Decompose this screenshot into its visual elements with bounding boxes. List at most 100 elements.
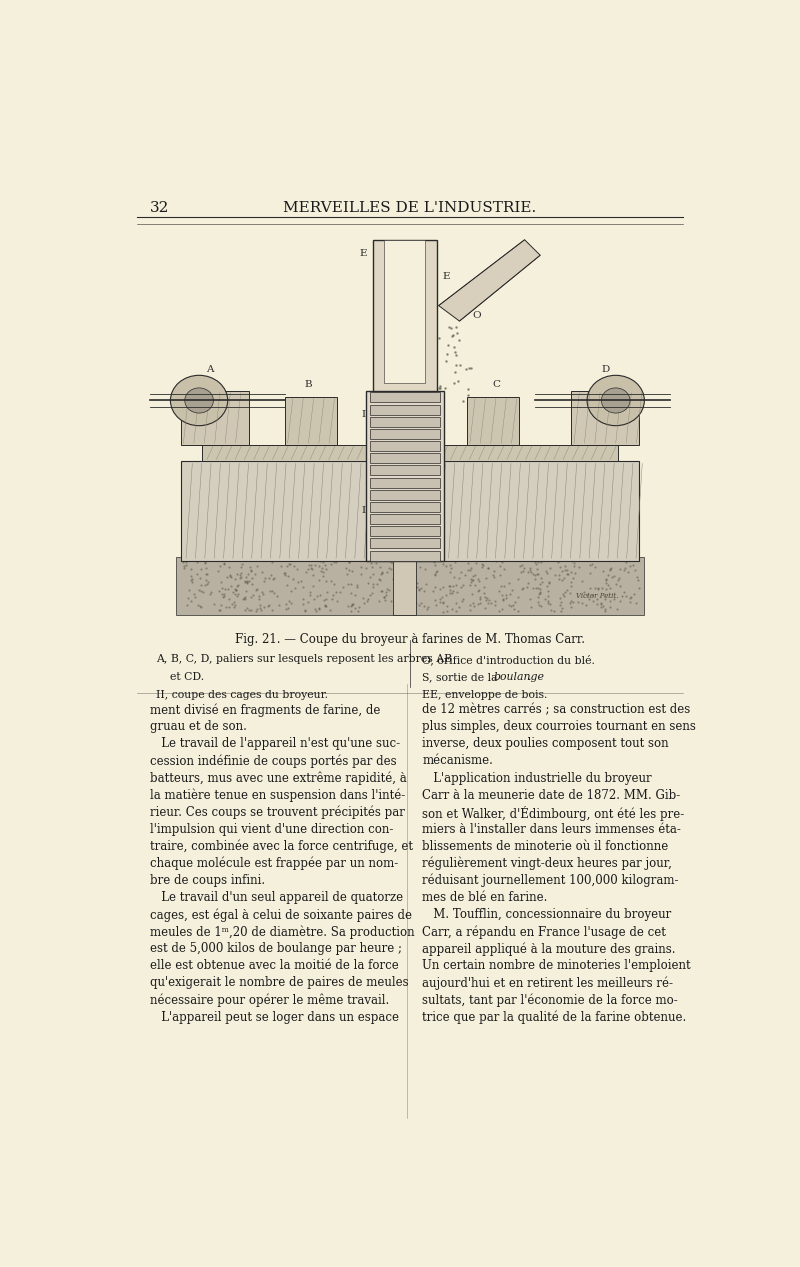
Point <box>382 579 395 599</box>
Point <box>628 560 641 580</box>
Point <box>495 552 508 573</box>
Text: appareil appliqué à la mouture des grains.: appareil appliqué à la mouture des grain… <box>422 943 676 955</box>
Point <box>434 592 446 612</box>
Point <box>564 561 577 582</box>
Point <box>552 565 565 585</box>
Point <box>184 592 197 612</box>
Point <box>518 559 530 579</box>
Point <box>398 571 411 592</box>
Point <box>448 342 461 362</box>
Point <box>541 563 554 583</box>
Point <box>585 585 598 606</box>
Point <box>474 589 486 609</box>
Point <box>319 571 332 592</box>
Point <box>313 556 326 576</box>
Point <box>610 599 623 620</box>
Point <box>462 554 474 574</box>
Point <box>610 574 622 594</box>
Point <box>319 588 332 608</box>
Point <box>434 579 446 599</box>
Point <box>213 599 226 620</box>
Point <box>222 579 234 599</box>
Point <box>267 568 280 588</box>
Point <box>218 579 231 599</box>
Point <box>457 575 470 595</box>
Text: Fig. 21. — Coupe du broyeur à farines de M. Thomas Carr.: Fig. 21. — Coupe du broyeur à farines de… <box>235 634 585 646</box>
FancyBboxPatch shape <box>373 239 437 390</box>
Point <box>542 582 554 602</box>
Point <box>390 352 403 372</box>
Text: Victor Petit.: Victor Petit. <box>576 592 618 601</box>
Point <box>267 583 280 603</box>
Text: cages, est égal à celui de soixante paires de: cages, est égal à celui de soixante pair… <box>150 908 412 921</box>
Point <box>396 588 409 608</box>
Point <box>254 594 266 614</box>
Point <box>278 563 291 583</box>
Point <box>227 592 240 612</box>
Point <box>406 324 419 345</box>
Point <box>385 559 398 579</box>
Point <box>449 552 462 573</box>
Point <box>225 594 238 614</box>
Point <box>522 573 535 593</box>
FancyBboxPatch shape <box>370 490 440 499</box>
Point <box>398 390 410 411</box>
Text: sultats, tant par l'économie de la force mo-: sultats, tant par l'économie de la force… <box>422 993 678 1007</box>
Point <box>352 602 365 622</box>
Point <box>586 554 598 574</box>
Point <box>556 570 569 590</box>
Point <box>223 589 236 609</box>
Point <box>517 561 530 582</box>
Point <box>378 359 391 379</box>
Point <box>240 571 253 592</box>
Point <box>361 592 374 612</box>
Point <box>553 569 566 589</box>
Text: cession indéfinie de coups portés par des: cession indéfinie de coups portés par de… <box>150 754 396 768</box>
Point <box>530 554 542 574</box>
Point <box>241 570 254 590</box>
Point <box>604 557 617 578</box>
Point <box>320 559 333 579</box>
Point <box>348 598 361 618</box>
Point <box>235 563 248 583</box>
Point <box>449 601 462 621</box>
Point <box>388 318 401 338</box>
Point <box>462 560 474 580</box>
Point <box>255 561 268 582</box>
Text: .: . <box>528 672 531 682</box>
Text: chaque molécule est frappée par un nom-: chaque molécule est frappée par un nom- <box>150 856 398 870</box>
Point <box>542 593 554 613</box>
Point <box>540 561 553 582</box>
Point <box>479 589 492 609</box>
FancyBboxPatch shape <box>370 417 440 427</box>
Point <box>377 331 390 351</box>
Point <box>278 565 291 585</box>
Point <box>390 599 402 620</box>
Point <box>561 560 574 580</box>
Point <box>392 563 405 583</box>
Point <box>201 564 214 584</box>
Point <box>325 554 338 574</box>
Point <box>564 583 577 603</box>
Point <box>238 570 251 590</box>
Point <box>532 564 545 584</box>
Point <box>216 584 229 604</box>
Point <box>194 568 206 588</box>
Point <box>553 588 566 608</box>
Text: I: I <box>362 507 366 516</box>
Point <box>447 575 460 595</box>
Point <box>313 570 326 590</box>
Point <box>513 556 526 576</box>
Point <box>618 557 631 578</box>
Point <box>437 578 450 598</box>
Point <box>327 574 340 594</box>
Point <box>229 584 242 604</box>
Point <box>486 565 499 585</box>
Point <box>456 390 469 411</box>
Point <box>620 585 633 606</box>
Point <box>603 578 616 598</box>
Point <box>280 594 293 614</box>
Point <box>181 595 194 616</box>
Point <box>443 579 456 599</box>
Point <box>532 592 545 612</box>
